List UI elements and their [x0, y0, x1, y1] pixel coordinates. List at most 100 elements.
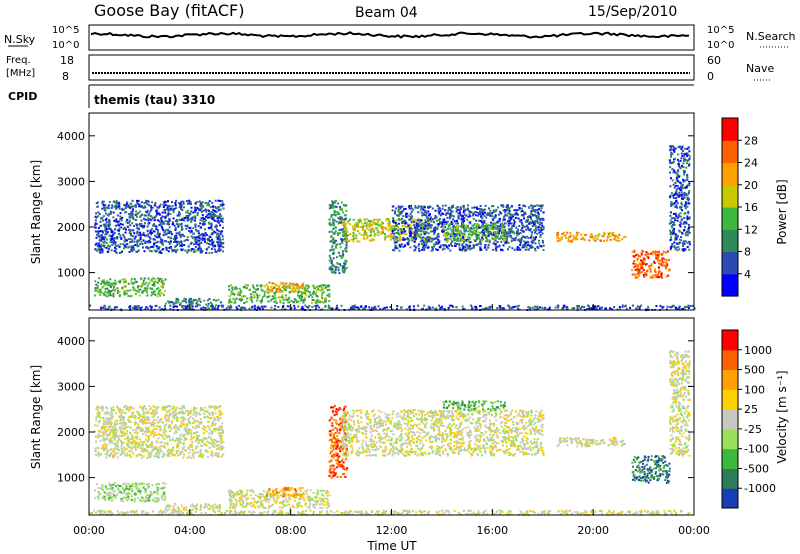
power-region-0-cell [215, 250, 218, 253]
power-region-7-cell [391, 232, 394, 235]
power-region-8-cell [493, 237, 496, 240]
power-region-7-cell [492, 217, 495, 220]
power-region-8-cell [464, 230, 466, 233]
power-region-4-cell [291, 287, 294, 290]
power-region-11-cell [672, 232, 675, 235]
power-region-2-cell [219, 301, 222, 304]
power-region-1-cell [142, 279, 145, 282]
power-region-8-cell [480, 239, 483, 242]
power-region-3-cell [297, 291, 300, 294]
power-region-0-cell [100, 243, 103, 246]
power-region-0-cell [194, 206, 197, 209]
power-region-1-cell [142, 281, 145, 284]
power-region-2-cell [181, 300, 184, 303]
power-region-10-cell [636, 259, 639, 262]
power-region-1-cell [156, 281, 159, 284]
power-region-12-cell [673, 304, 675, 307]
power-region-0-cell [158, 235, 160, 238]
power-region-7-cell [504, 229, 506, 231]
power-region-0-cell [210, 224, 213, 227]
power-region-3-cell [304, 291, 307, 294]
power-region-11-cell [670, 177, 672, 180]
power-region-3-cell [279, 289, 282, 292]
power-region-7-cell [483, 214, 486, 217]
power-region-1-cell [158, 290, 161, 293]
power-region-0-cell [137, 227, 140, 230]
power-region-5-cell [344, 238, 347, 241]
power-region-8-cell [504, 230, 507, 233]
power-region-12-cell [174, 305, 177, 308]
power-region-1-cell [104, 290, 107, 293]
power-region-0-cell [127, 238, 130, 241]
power-region-6-cell [349, 218, 351, 221]
power-region-3-cell [260, 285, 263, 288]
power-region-4-cell [280, 281, 283, 284]
power-region-6-cell [388, 235, 391, 238]
power-region-7-cell [410, 210, 413, 213]
power-region-11-cell [669, 233, 672, 236]
power-region-7-cell [414, 232, 417, 234]
power-region-7-cell [524, 205, 527, 208]
power-region-8-cell [459, 230, 462, 233]
power-region-0-cell [190, 206, 193, 209]
power-region-12-cell [496, 307, 499, 310]
power-region-8-cell [473, 229, 476, 232]
power-region-11-cell [672, 229, 675, 232]
power-region-7-cell [447, 247, 450, 250]
power-region-12-cell [353, 307, 356, 310]
power-region-3-cell [279, 296, 281, 299]
power-region-7-cell [522, 204, 525, 207]
power-region-7-cell [524, 236, 527, 239]
power-region-5-cell [344, 259, 347, 262]
power-region-0-cell [127, 206, 130, 209]
power-region-0-cell [144, 201, 147, 204]
power-region-12-cell [483, 308, 486, 310]
power-region-8-cell [454, 222, 457, 225]
power-region-12-cell [489, 305, 492, 308]
power-region-5-cell [331, 252, 334, 255]
power-region-1-cell [129, 289, 132, 292]
power-region-10-cell [665, 261, 668, 264]
power-region-0-cell [100, 240, 103, 243]
power-region-10-cell [658, 276, 661, 279]
power-region-7-cell [536, 204, 539, 207]
power-region-7-cell [465, 248, 468, 251]
power-region-7-cell [439, 222, 442, 225]
power-region-0-cell [212, 205, 215, 208]
power-region-10-cell [638, 269, 641, 272]
power-region-10-cell [646, 255, 649, 258]
power-region-12-cell [689, 305, 692, 307]
power-region-0-cell [96, 205, 99, 208]
power-region-0-cell [190, 210, 193, 213]
power-region-1-cell [150, 294, 153, 297]
power-region-3-cell [305, 289, 308, 292]
power-region-3-cell [283, 287, 286, 290]
power-region-3-cell [321, 297, 324, 300]
power-region-0-cell [112, 237, 115, 240]
power-region-1-cell [149, 279, 152, 282]
power-region-3-cell [328, 288, 331, 291]
power-region-0-cell [161, 215, 164, 218]
power-region-1-cell [112, 295, 115, 298]
power-region-10-cell [638, 254, 640, 257]
power-region-0-cell [221, 230, 223, 233]
power-region-0-cell [96, 233, 99, 236]
power-region-11-cell [688, 163, 691, 166]
power-region-12-cell [557, 304, 560, 307]
power-region-12-cell [368, 306, 371, 309]
power-region-6-cell [385, 219, 388, 222]
power-region-7-cell [454, 242, 457, 245]
power-region-1-cell [151, 284, 154, 286]
power-region-12-cell [379, 308, 382, 311]
power-region-7-cell [537, 215, 540, 218]
power-region-0-cell [167, 236, 170, 239]
power-region-7-cell [437, 210, 440, 213]
power-region-6-cell [387, 218, 390, 221]
power-region-0-cell [218, 244, 221, 247]
power-region-11-cell [669, 231, 672, 234]
power-region-7-cell [461, 224, 463, 227]
power-region-9-cell [580, 233, 583, 236]
power-region-11-cell [669, 219, 672, 222]
power-region-5-cell [341, 255, 344, 258]
power-region-0-cell [123, 204, 126, 207]
